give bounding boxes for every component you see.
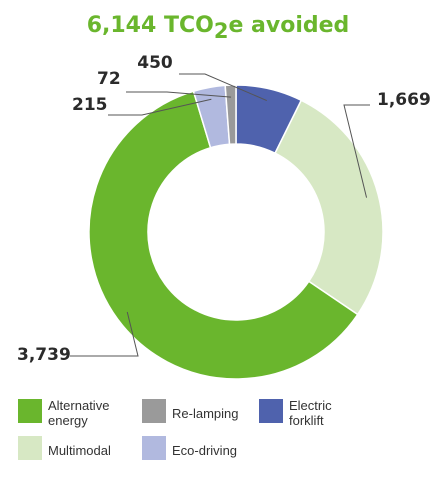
leader-line-multimodal bbox=[343, 104, 370, 198]
slice-re-lamping bbox=[224, 84, 237, 146]
legend-swatch-re-lamping bbox=[142, 399, 166, 423]
slice-multimodal bbox=[274, 99, 384, 316]
legend-swatch-alternative-energy bbox=[18, 399, 42, 423]
legend-label-electric-forklift-line2: forklift bbox=[289, 413, 324, 428]
chart-title-subscript: 2 bbox=[214, 19, 229, 43]
leader-line-alternative-energy bbox=[70, 311, 139, 357]
legend-label-multimodal: Multimodal bbox=[48, 443, 111, 458]
legend-swatch-eco-driving bbox=[142, 436, 166, 460]
legend-item-multimodal: Multimodal bbox=[18, 436, 111, 460]
leader-line-re-lamping bbox=[126, 91, 232, 98]
value-label-multimodal: 1,669 bbox=[377, 90, 431, 110]
value-label-alternative-energy: 3,739 bbox=[17, 345, 71, 365]
leader-lines bbox=[70, 73, 370, 357]
legend-label-alternative-energy-line2: energy bbox=[48, 413, 88, 428]
legend-swatch-electric-forklift bbox=[259, 399, 283, 423]
leader-line-electric-forklift bbox=[179, 73, 267, 102]
legend-label-re-lamping: Re-lamping bbox=[172, 406, 238, 421]
legend-label-electric-forklift-line1: Electric bbox=[289, 398, 332, 413]
chart-title-prefix: 6,144 TCO bbox=[87, 13, 214, 38]
slice-alternative-energy bbox=[88, 90, 359, 380]
legend-label-alternative-energy-line1: Alternative bbox=[48, 398, 109, 413]
legend-swatch-multimodal bbox=[18, 436, 42, 460]
leader-line-eco-driving bbox=[108, 98, 212, 116]
chart-title: 6,144 TCO2e avoided bbox=[87, 13, 350, 43]
legend-label-eco-driving: Eco-driving bbox=[172, 443, 237, 458]
legend-item-eco-driving: Eco-driving bbox=[142, 436, 237, 460]
value-labels: 450 1,669 3,739 215 72 bbox=[17, 53, 431, 365]
legend-item-re-lamping: Re-lamping bbox=[142, 399, 238, 423]
chart-title-suffix: e avoided bbox=[228, 13, 349, 38]
value-label-re-lamping: 72 bbox=[97, 69, 121, 89]
value-label-electric-forklift: 450 bbox=[137, 53, 173, 73]
value-label-eco-driving: 215 bbox=[72, 95, 108, 115]
